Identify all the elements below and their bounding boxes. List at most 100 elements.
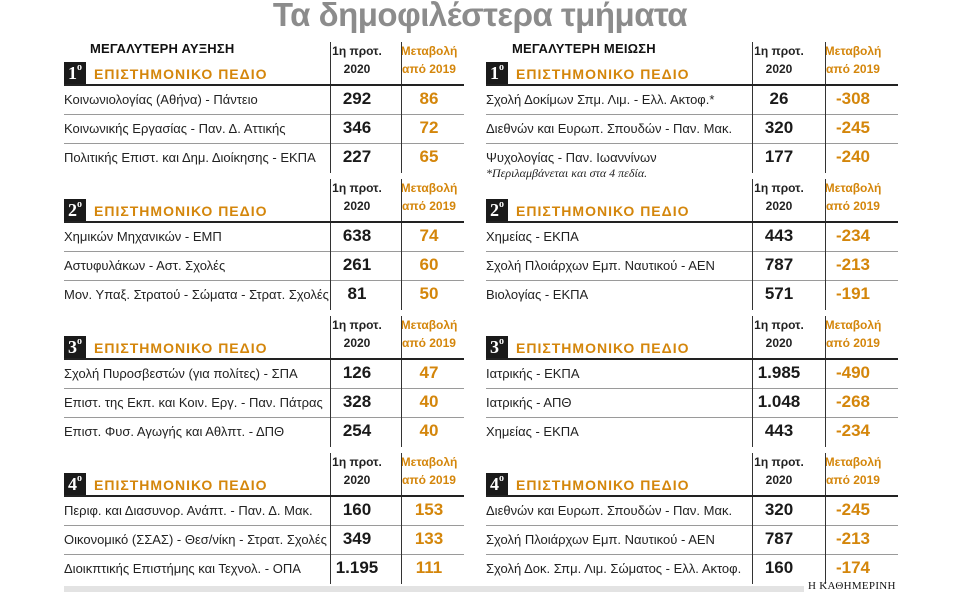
change-value: -245 xyxy=(835,500,871,519)
header-change: Μεταβολή από 2019 xyxy=(824,44,882,76)
department-name: Περιφ. και Διασυνορ. Ανάπτ. - Παν. Δ. Μα… xyxy=(64,503,313,518)
table-row: Μον. Υπαξ. Στρατού - Σώματα - Στρατ. Σχο… xyxy=(64,281,464,310)
field-label: ΕΠΙΣΤΗΜΟΝΙΚΟ ΠΕΔΙΟ xyxy=(94,66,268,82)
table-row: Διεθνών και Ευρωπ. Σπουδών - Παν. Μακ. 3… xyxy=(486,115,898,144)
column-divider xyxy=(752,453,753,495)
column-divider xyxy=(401,555,402,584)
first-pref-count: 638 xyxy=(342,226,372,245)
column-divider xyxy=(401,360,402,389)
column-divider xyxy=(401,389,402,418)
table-row: Χημικών Μηχανικών - ΕΜΠ 638 74 xyxy=(64,223,464,252)
column-divider xyxy=(752,316,753,358)
column-divider xyxy=(330,281,331,310)
column-divider xyxy=(401,252,402,281)
header-first-pref: 1η προτ. 2020 xyxy=(332,181,382,213)
column-divider xyxy=(752,86,753,115)
column-divider xyxy=(401,281,402,310)
header-first-pref: 1η προτ. 2020 xyxy=(332,44,382,76)
first-pref-count: 320 xyxy=(764,500,794,519)
change-value: -240 xyxy=(835,147,871,166)
column-divider xyxy=(752,252,753,281)
header-first-pref: 1η προτ. 2020 xyxy=(754,318,804,350)
first-pref-count: 1.195 xyxy=(335,558,379,577)
field-section: 3ο ΕΠΙΣΤΗΜΟΝΙΚΟ ΠΕΔΙΟ 1η προτ. 2020 Μεταβ… xyxy=(64,312,464,447)
field-number-badge: 2ο xyxy=(486,199,508,221)
change-value: -308 xyxy=(835,89,871,108)
section-header: 1ο ΕΠΙΣΤΗΜΟΝΙΚΟ ΠΕΔΙΟ 1η προτ. 2020 Μεταβ… xyxy=(64,38,464,86)
section-header: 1ο ΕΠΙΣΤΗΜΟΝΙΚΟ ΠΕΔΙΟ 1η προτ. 2020 Μεταβ… xyxy=(486,38,898,86)
field-section: 1ο ΕΠΙΣΤΗΜΟΝΙΚΟ ΠΕΔΙΟ 1η προτ. 2020 Μεταβ… xyxy=(64,38,464,173)
header-first-pref: 1η προτ. 2020 xyxy=(754,44,804,76)
change-value: 40 xyxy=(419,392,439,411)
footnote: *Περιλαμβάνεται και στα 4 πεδία. xyxy=(486,166,648,180)
column-divider xyxy=(330,526,331,555)
field-section: 3ο ΕΠΙΣΤΗΜΟΝΙΚΟ ΠΕΔΙΟ 1η προτ. 2020 Μεταβ… xyxy=(486,312,898,447)
column-heading: ΜΕΓΑΛΥΤΕΡΗ ΑΥΞΗΣΗ xyxy=(90,41,235,56)
column-divider xyxy=(330,497,331,526)
column-divider xyxy=(825,316,826,358)
header-first-pref: 1η προτ. 2020 xyxy=(754,455,804,487)
column-divider xyxy=(752,389,753,418)
column-divider xyxy=(401,179,402,221)
department-name: Διοικπτικής Επιστήμης και Τεχνολ. - ΟΠΑ xyxy=(64,561,301,576)
column-divider xyxy=(330,360,331,389)
department-name: Βιολογίας - ΕΚΠΑ xyxy=(486,287,589,302)
change-value: 153 xyxy=(414,500,444,519)
field-label: ΕΠΙΣΤΗΜΟΝΙΚΟ ΠΕΔΙΟ xyxy=(516,203,690,219)
table-row: Χημείας - ΕΚΠΑ 443 -234 xyxy=(486,418,898,447)
change-value: 86 xyxy=(419,89,439,108)
column-divider xyxy=(825,115,826,144)
column-divider xyxy=(330,453,331,495)
column-divider xyxy=(825,555,826,584)
first-pref-count: 443 xyxy=(764,421,794,440)
column-divider xyxy=(330,115,331,144)
change-value: -234 xyxy=(835,421,871,440)
table-row: Αστυφυλάκων - Αστ. Σχολές 261 60 xyxy=(64,252,464,281)
first-pref-count: 227 xyxy=(342,147,372,166)
page-title: Τα δημοφιλέστερα τμήματα xyxy=(272,0,688,33)
change-value: 111 xyxy=(415,558,443,577)
department-name: Μον. Υπαξ. Στρατού - Σώματα - Στρατ. Σχο… xyxy=(64,287,329,302)
first-pref-count: 1.985 xyxy=(757,363,801,382)
department-name: Χημικών Μηχανικών - ΕΜΠ xyxy=(64,229,222,244)
column-divider xyxy=(752,281,753,310)
field-number-badge: 4ο xyxy=(486,473,508,495)
column-divider xyxy=(330,86,331,115)
first-pref-count: 1.048 xyxy=(757,392,801,411)
column-divider xyxy=(330,418,331,447)
first-pref-count: 261 xyxy=(342,255,372,274)
section-header: 3ο ΕΠΙΣΤΗΜΟΝΙΚΟ ΠΕΔΙΟ 1η προτ. 2020 Μεταβ… xyxy=(64,312,464,360)
department-name: Σχολή Δοκ. Σπμ. Λιμ. Σώματος - Ελλ. Ακτο… xyxy=(486,561,742,576)
column-divider xyxy=(401,42,402,84)
column-divider xyxy=(825,526,826,555)
department-name: Κοινωνιολογίας (Αθήνα) - Πάντειο xyxy=(64,92,258,107)
table-row: Διοικπτικής Επιστήμης και Τεχνολ. - ΟΠΑ … xyxy=(64,555,464,584)
first-pref-count: 81 xyxy=(347,284,367,303)
column-divider xyxy=(330,389,331,418)
field-number-badge: 3ο xyxy=(64,336,86,358)
table-row: Πολιτικής Επιστ. και Δημ. Διοίκησης - ΕΚ… xyxy=(64,144,464,173)
table-row: Διεθνών και Ευρωπ. Σπουδών - Παν. Μακ. 3… xyxy=(486,497,898,526)
first-pref-count: 160 xyxy=(342,500,372,519)
table-row: Περιφ. και Διασυνορ. Ανάπτ. - Παν. Δ. Μα… xyxy=(64,497,464,526)
change-value: 72 xyxy=(419,118,439,137)
change-value: -234 xyxy=(835,226,871,245)
table-row: Χημείας - ΕΚΠΑ 443 -234 xyxy=(486,223,898,252)
section-header: 2ο ΕΠΙΣΤΗΜΟΝΙΚΟ ΠΕΔΙΟ 1η προτ. 2020 Μεταβ… xyxy=(486,175,898,223)
department-name: Σχολή Πλοιάρχων Εμπ. Ναυτικού - ΑΕΝ xyxy=(486,532,715,547)
department-name: Επιστ. Φυσ. Αγωγής και Αθλπτ. - ΔΠΘ xyxy=(64,424,285,439)
column-divider xyxy=(825,179,826,221)
department-name: Επιστ. της Εκπ. και Κοιν. Εργ. - Παν. Πά… xyxy=(64,395,323,410)
department-name: Κοινωνικής Εργασίας - Παν. Δ. Αττικής xyxy=(64,121,286,136)
first-pref-count: 787 xyxy=(764,529,794,548)
column-divider xyxy=(825,418,826,447)
column-divider xyxy=(330,179,331,221)
field-label: ΕΠΙΣΤΗΜΟΝΙΚΟ ΠΕΔΙΟ xyxy=(516,66,690,82)
change-value: -245 xyxy=(835,118,871,137)
table-row: Σχολή Πλοιάρχων Εμπ. Ναυτικού - ΑΕΝ 787 … xyxy=(486,252,898,281)
column-divider xyxy=(825,360,826,389)
change-value: -268 xyxy=(835,392,871,411)
first-pref-count: 177 xyxy=(764,147,794,166)
column-divider xyxy=(330,223,331,252)
field-number-badge: 2ο xyxy=(64,199,86,221)
